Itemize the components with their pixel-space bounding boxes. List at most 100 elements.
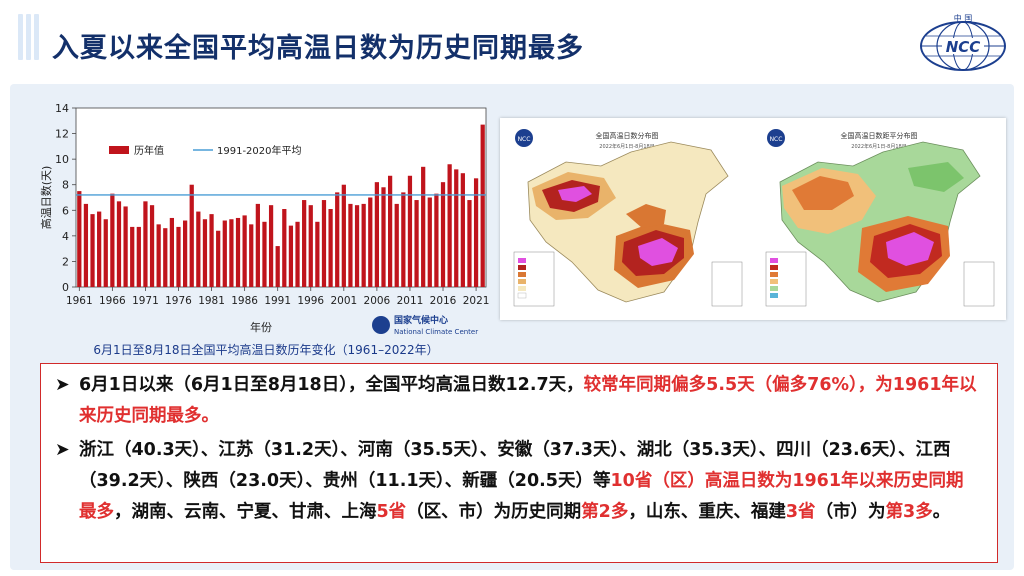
bullet-arrow-icon: ➤ [55, 375, 70, 395]
legend-label-bars: 历年值 [134, 144, 164, 157]
bar-1976 [176, 226, 181, 287]
bar-1992 [282, 209, 287, 287]
high-temp-days-map: NCC 全国高温日数分布图 2022年6月1日-8月18日 [506, 124, 748, 314]
bar-1997 [315, 221, 320, 287]
x-tick-label: 2006 [364, 295, 391, 307]
bar-1972 [149, 205, 155, 287]
x-tick-label: 2001 [330, 295, 357, 307]
bar-1978 [189, 184, 194, 287]
bar-1985 [235, 217, 241, 287]
x-tick-label: 1971 [132, 295, 159, 307]
x-tick-label: 2021 [463, 295, 490, 307]
x-axis-label: 年份 [250, 320, 272, 334]
y-tick-label: 4 [62, 230, 69, 243]
x-tick-label: 1986 [231, 295, 258, 307]
bar-2008 [387, 175, 393, 287]
bar-1962 [83, 203, 89, 287]
bar-2006 [374, 182, 380, 287]
summary-textbox: ➤ 6月1日以来（6月1日至8月18日），全国平均高温日数12.7天，较常年同期… [40, 363, 998, 563]
y-tick-label: 14 [55, 102, 69, 115]
bar-2019 [460, 173, 465, 287]
y-tick-label: 12 [55, 128, 69, 141]
bullet-1-segment-3: 5省 [376, 502, 407, 522]
high-temp-days-bar-chart: 0 2 4 6 8 10 12 14 1961 1966 1971 1976 1981 1986 1991 1… [39, 102, 490, 336]
page-title: 入夏以来全国平均高温日数为历史同期最多 [52, 33, 584, 64]
bar-2015 [434, 193, 439, 287]
bar-2017 [447, 164, 452, 287]
bullet-provinces: ➤ 浙江（40.3天）、江苏（31.2天）、河南（35.5天）、安徽（37.3天… [55, 435, 981, 528]
svg-text:NCC: NCC [770, 136, 783, 143]
bar-1980 [202, 219, 208, 287]
y-tick-label: 10 [55, 153, 69, 166]
bar-2001 [341, 184, 346, 287]
bar-2016 [440, 182, 446, 287]
bar-1981 [209, 214, 214, 287]
x-tick-label: 1981 [198, 295, 225, 307]
bar-2020 [467, 200, 472, 287]
bar-1965 [103, 219, 108, 287]
bar-1977 [182, 220, 188, 287]
y-axis-label: 高温日数(天) [39, 166, 53, 230]
legend-label-line: 1991-2020年平均 [217, 144, 302, 157]
bar-2002 [348, 203, 353, 287]
bar-1999 [328, 209, 333, 287]
x-tick-label: 2016 [430, 295, 457, 307]
chart-caption: 6月1日至8月18日全国平均高温日数历年变化（1961–2022年） [93, 343, 439, 357]
bar-2003 [354, 205, 360, 287]
bar-2009 [394, 203, 399, 287]
bar-1982 [216, 230, 221, 287]
x-tick-label: 1976 [165, 295, 192, 307]
x-tick-label: 1961 [66, 295, 93, 307]
bullet-1-segment-2: ，湖南、云南、宁夏、甘肃、上海 [114, 502, 377, 522]
map2-title: 全国高温日数距平分布图 [841, 131, 918, 140]
bullet-national: ➤ 6月1日以来（6月1日至8月18日），全国平均高温日数12.7天，较常年同期… [55, 370, 981, 432]
x-tick-label: 1991 [264, 295, 291, 307]
title-decoration [18, 14, 44, 60]
bullet-1-segment-6: ，山东、重庆、福建 [628, 502, 786, 522]
bullet-1-segment-4: （区、市）为历史同期 [406, 502, 582, 522]
bullet-1-segment-1: 10省（区）高温日数为1961年以来历史同期最多 [79, 471, 964, 522]
bar-2011 [407, 175, 413, 287]
bar-2013 [421, 166, 426, 287]
bullet-arrow-icon: ➤ [55, 440, 70, 460]
bar-2005 [368, 197, 373, 287]
bar-1987 [249, 224, 254, 287]
bar-2022 [480, 124, 485, 287]
bar-1966 [110, 193, 115, 287]
bar-1983 [222, 220, 227, 287]
bar-1984 [229, 219, 234, 287]
bar-1971 [143, 201, 148, 287]
legend-swatch-bars [109, 146, 129, 154]
bar-1964 [97, 211, 102, 287]
bar-1988 [255, 203, 260, 287]
map2-subtitle: 2022年6月1日-8月18日 [851, 143, 906, 150]
bar-2014 [427, 197, 432, 287]
bar-1994 [295, 221, 300, 287]
bar-1993 [288, 225, 294, 287]
y-tick-label: 8 [62, 179, 69, 192]
bar-2018 [454, 169, 459, 287]
bullet-1-segment-9: 第3多 [885, 502, 933, 522]
bar-1995 [302, 200, 307, 287]
bar-1961 [77, 191, 82, 287]
bar-1968 [123, 206, 128, 287]
source-label: 国家气候中心 [394, 314, 448, 326]
y-tick-label: 0 [62, 281, 69, 294]
bar-2004 [361, 203, 366, 287]
bar-1975 [169, 217, 175, 287]
bar-1979 [196, 211, 201, 287]
bullet-1-segment-8: （市）为 [815, 502, 886, 522]
x-tick-label: 2011 [397, 295, 424, 307]
bar-2007 [381, 187, 386, 287]
bullet-1-segment-0: 浙江（40.3天）、江苏（31.2天）、河南（35.5天）、安徽（37.3天）、… [79, 440, 951, 491]
bar-2000 [335, 192, 340, 287]
bar-1996 [308, 205, 313, 287]
bullet-0-segment-1: 较常年同期偏多5.5天（偏多76%），为1961年以来历史同期最多。 [79, 375, 977, 426]
bullet-1-segment-7: 3省 [785, 502, 816, 522]
bullet-0-segment-0: 6月1日以来（6月1日至8月18日），全国平均高温日数12.7天， [79, 375, 584, 395]
bar-1986 [242, 215, 247, 287]
bar-2012 [414, 200, 419, 287]
high-temp-anomaly-map: NCC 全国高温日数距平分布图 2022年6月1日-8月18日 [758, 124, 1000, 314]
source-label-en: National Climate Center [394, 328, 478, 336]
svg-text:NCC: NCC [946, 38, 981, 56]
